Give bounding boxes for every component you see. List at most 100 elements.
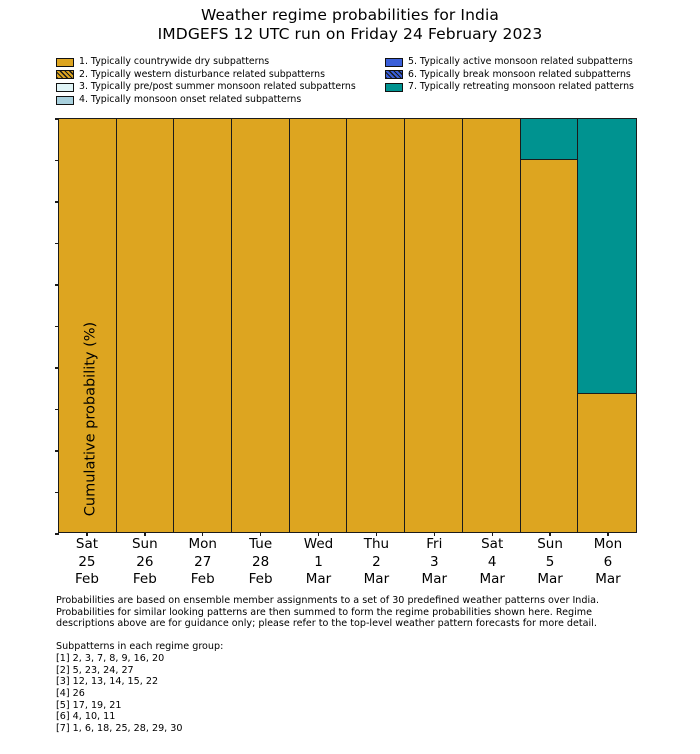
legend-column-left: 1. Typically countrywide dry subpatterns… [56,56,356,106]
legend-swatch-7-icon [385,82,403,92]
plot-area: 0102030405060708090100 Cumulative probab… [54,118,637,535]
x-tick-day: 4 [487,553,497,570]
legend-column-right: 5. Typically active monsoon related subp… [385,56,634,94]
y-tick-mark-80 [54,201,59,203]
legend-label-7: 7. Typically retreating monsoon related … [408,81,634,93]
x-tick-mark-8 [491,531,493,536]
bar-segment-regime-1 [232,119,289,532]
bar-segment-regime-1 [578,394,636,532]
bar-2[interactable] [116,119,175,532]
chart-subtitle: IMDGEFS 12 UTC run on Friday 24 February… [157,25,543,43]
bar-5[interactable] [289,119,348,532]
bar-6[interactable] [347,119,406,532]
x-tick-label-9: Sun 5 Mar [521,536,579,589]
subpattern-group-3: [3] 12, 13, 14, 15, 22 [56,676,159,688]
x-tick-mark-4 [259,531,262,536]
x-tick-mon: Feb [132,571,157,587]
y-tick-mark-90 [54,159,59,162]
footer-paragraph: Probabilities are based on ensemble memb… [56,595,686,630]
x-tick-day: 3 [429,553,439,570]
subpattern-group-5: [5] 17, 19, 21 [56,699,122,711]
bar-7[interactable] [405,119,463,532]
legend-swatch-1-icon [56,57,74,67]
x-tick-label-7: Fri 3 Mar [405,536,463,589]
x-tick-mark-6 [375,531,378,536]
x-tick-dow: Sat [75,536,99,552]
x-tick-label-10: Mon 6 Mar [579,536,637,589]
y-tick-mark-10 [54,491,59,494]
x-tick-dow: Tue [249,536,273,552]
y-tick-mark-100 [54,118,59,120]
footer-line-3: descriptions above are for guidance only… [56,618,597,630]
bar-segment-regime-1 [520,160,578,532]
bar-1[interactable] [59,119,117,532]
x-tick-day: 27 [194,553,212,570]
x-tick-mon: Feb [74,571,99,587]
legend-label-6: 6. Typically break monsoon related subpa… [408,68,631,80]
bar-3[interactable] [174,119,233,532]
footer-line-2: Probabilities for similar looking patter… [56,606,592,618]
x-tick-day: 2 [372,553,381,570]
bar-9[interactable] [520,119,579,532]
subpattern-group-4: [4] 26 [56,687,85,699]
bar-segment-regime-1 [59,119,116,532]
x-tick-dow: Fri [426,536,443,552]
bar-segment-regime-1 [347,119,405,532]
x-tick-day: 28 [252,553,270,570]
bar-10[interactable] [578,119,636,532]
x-tick-dow: Wed [303,536,334,552]
x-tick-dow: Sun [131,536,158,552]
x-tick-label-6: Thu 2 Mar [347,536,405,589]
bar-4[interactable] [232,119,290,532]
subpattern-group-6: [6] 4, 10, 11 [56,711,116,723]
legend-item-5[interactable]: 5. Typically active monsoon related subp… [385,56,634,69]
legend-label-1: 1. Typically countrywide dry subpatterns [79,56,270,67]
bar-segment-regime-7 [520,119,578,161]
x-tick-mark-1 [86,531,88,536]
legend-label-3: 3. Typically pre/post summer monsoon rel… [79,81,356,93]
x-tick-mark-7 [433,531,436,536]
x-tick-mark-3 [202,531,204,536]
legend-item-2[interactable]: 2. Typically western disturbance related… [56,69,356,82]
legend-item-6[interactable]: 6. Typically break monsoon related subpa… [385,69,634,82]
bar-segment-regime-1 [174,119,232,532]
x-tick-mon: Mar [363,571,390,587]
x-tick-label-5: Wed 1 Mar [290,536,348,589]
legend: 1. Typically countrywide dry subpatterns… [56,56,656,106]
x-tick-label-2: Sun 26 Feb [116,536,174,589]
x-tick-mark-10 [607,531,609,536]
legend-label-5: 5. Typically active monsoon related subp… [408,56,633,67]
legend-label-2: 2. Typically western disturbance related… [79,68,326,80]
x-tick-mon: Mar [305,571,332,587]
x-tick-mark-2 [144,531,146,536]
x-tick-label-1: Sat 25 Feb [58,536,116,589]
x-tick-day: 1 [314,553,323,570]
bar-segment-regime-1 [289,119,347,532]
bar-segment-regime-1 [405,119,462,532]
legend-item-7[interactable]: 7. Typically retreating monsoon related … [385,81,634,94]
y-tick-mark-0 [54,533,59,535]
subpattern-group-7: [7] 1, 6, 18, 25, 28, 29, 30 [56,723,183,735]
x-tick-dow: Thu [363,536,390,552]
legend-item-4[interactable]: 4. Typically monsoon onset related subpa… [56,94,356,107]
subpattern-group-2: [2] 5, 23, 24, 27 [56,664,134,676]
page-title: Weather regime probabilities for India [201,6,499,24]
x-tick-label-3: Mon 27 Feb [174,536,232,589]
legend-item-3[interactable]: 3. Typically pre/post summer monsoon rel… [56,81,356,94]
x-tick-day: 5 [545,553,555,570]
legend-item-1[interactable]: 1. Typically countrywide dry subpatterns [56,56,356,69]
x-tick-dow: Sat [481,536,504,552]
legend-swatch-6-icon [385,70,403,80]
legend-swatch-2-icon [56,70,74,80]
subpattern-group-1: [1] 2, 3, 7, 8, 9, 16, 20 [56,652,165,664]
bar-8[interactable] [462,119,521,532]
x-tick-mon: Mar [537,571,563,587]
footer-notes: Probabilities are based on ensemble memb… [56,595,686,735]
chart-title-block: Weather regime probabilities for India I… [0,6,700,44]
legend-swatch-5-icon [385,57,403,67]
y-tick-mark-30 [54,408,59,411]
x-tick-dow: Mon [188,536,217,552]
x-tick-label-8: Sat 4 Mar [463,536,521,589]
x-tick-day: 6 [603,553,613,570]
